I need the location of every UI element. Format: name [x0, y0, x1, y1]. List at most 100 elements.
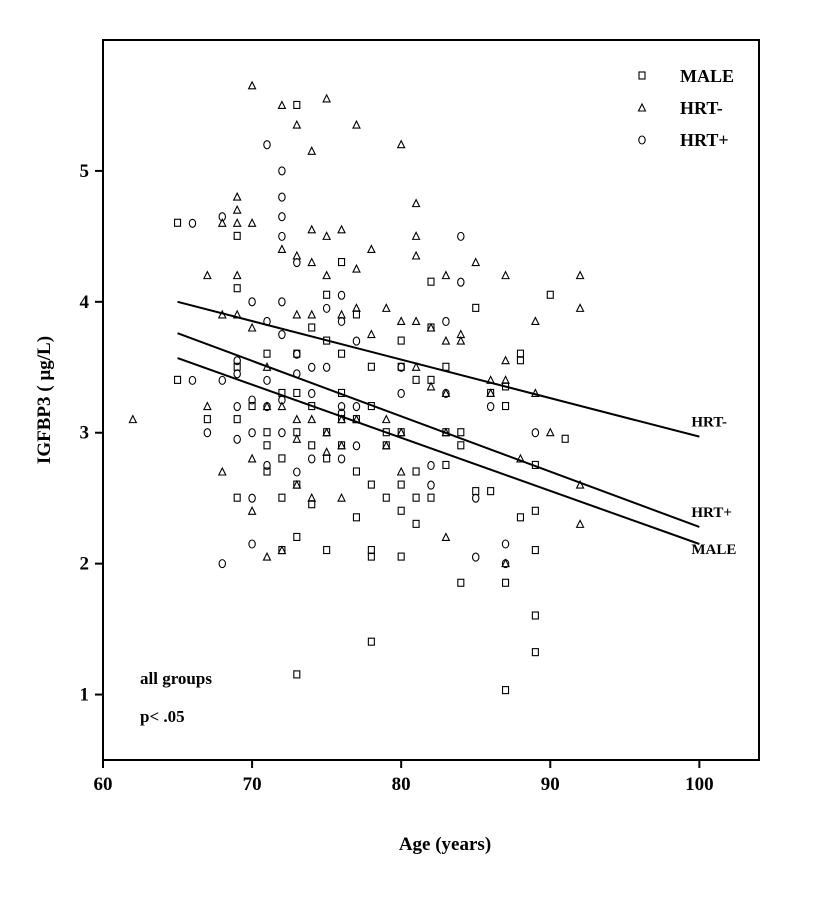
data-point-male	[457, 428, 465, 437]
data-point-male	[263, 428, 271, 437]
data-point-hrt	[471, 257, 481, 267]
data-point-hrt	[457, 277, 465, 287]
data-point-hrt	[441, 388, 451, 398]
data-point-hrt	[263, 401, 271, 412]
data-point-hrt	[277, 100, 287, 110]
data-point-male	[531, 648, 539, 657]
data-point-male	[233, 415, 241, 424]
data-point-male	[561, 434, 569, 443]
legend: MALE HRT- HRT+	[637, 66, 734, 150]
data-point-hrt	[263, 460, 271, 471]
data-point-male	[397, 336, 405, 345]
data-point-male	[397, 506, 405, 515]
data-point-hrt	[293, 349, 301, 359]
y-tick-label: 2	[80, 554, 90, 575]
data-point-hrt	[248, 428, 256, 438]
data-point-hrt	[531, 428, 540, 438]
data-point-hrt	[441, 532, 451, 542]
data-point-male	[337, 257, 346, 267]
data-point-hrt	[352, 303, 361, 312]
data-point-male	[308, 401, 316, 411]
annotation-all-groups: all groups	[140, 669, 212, 688]
data-point-hrt	[188, 218, 197, 228]
data-points	[128, 80, 585, 695]
annotation-p-value: p< .05	[140, 707, 185, 726]
regression-lines: HRT- HRT+ MALE	[177, 300, 736, 558]
data-point-hrt	[277, 401, 287, 411]
data-point-hrt	[337, 290, 346, 300]
data-point-male	[367, 401, 375, 411]
data-point-hrt	[278, 428, 286, 438]
axis-ticks: 60 70 80 90 100 1 2 3 4 5	[80, 161, 714, 795]
data-point-hrt	[337, 414, 346, 424]
data-point-male	[293, 100, 301, 110]
data-point-hrt	[307, 146, 317, 155]
data-point-hrt	[248, 395, 256, 405]
data-point-hrt	[352, 336, 361, 346]
data-point-hrt	[322, 362, 331, 372]
data-point-hrt	[426, 322, 436, 332]
data-point-male	[412, 519, 420, 528]
data-point-hrt	[441, 270, 451, 280]
legend-symbol	[637, 102, 647, 112]
data-point-hrt	[217, 218, 227, 227]
data-point-male	[323, 290, 331, 299]
data-point-male	[501, 578, 510, 587]
data-point-hrt	[262, 551, 272, 561]
data-point-male	[323, 545, 331, 555]
data-point-hrt	[530, 316, 540, 326]
data-point-male	[308, 441, 316, 450]
data-point-hrt	[307, 257, 317, 267]
data-point-hrt	[292, 119, 302, 129]
data-point-hrt	[248, 493, 256, 503]
data-point-hrt	[322, 270, 332, 280]
data-point-hrt	[233, 401, 241, 412]
data-point-hrt	[352, 119, 361, 129]
data-point-male	[382, 493, 390, 502]
data-point-hrt	[516, 453, 525, 463]
data-point-hrt	[396, 427, 406, 437]
data-point-hrt	[247, 80, 257, 90]
data-point-hrt	[247, 218, 257, 227]
data-point-hrt	[486, 375, 496, 384]
data-point-hrt	[352, 441, 361, 451]
data-point-hrt	[292, 309, 302, 319]
data-point-hrt	[486, 401, 495, 412]
x-tick-label: 100	[685, 774, 714, 795]
data-point-hrt	[218, 212, 227, 222]
data-point-hrt	[278, 212, 286, 222]
data-point-hrt	[277, 244, 287, 254]
data-point-hrt	[457, 231, 465, 241]
data-point-hrt	[441, 427, 451, 437]
data-point-male	[263, 441, 271, 450]
regression-line-male	[177, 357, 700, 545]
data-point-hrt	[307, 388, 316, 399]
data-point-hrt	[337, 440, 346, 450]
data-point-hrt	[218, 559, 227, 569]
data-point-hrt	[262, 362, 272, 371]
data-point-male	[173, 375, 182, 384]
data-point-hrt	[263, 375, 271, 385]
data-point-male	[412, 467, 420, 476]
regression-line-label: HRT+	[691, 505, 732, 521]
data-point-male	[233, 493, 241, 502]
y-tick-label: 5	[80, 161, 90, 182]
data-point-male	[352, 310, 361, 319]
regression-line-hrt	[177, 300, 700, 438]
data-point-hrt	[232, 204, 242, 214]
data-point-hrt	[203, 428, 212, 438]
data-point-hrt	[307, 454, 316, 464]
data-point-male	[308, 500, 316, 509]
data-point-hrt	[322, 447, 332, 456]
data-point-hrt	[292, 250, 302, 260]
data-point-male	[412, 375, 420, 384]
data-point-hrt	[337, 454, 346, 464]
data-point-hrt	[278, 231, 286, 241]
data-point-hrt	[501, 375, 510, 384]
y-tick-label: 4	[80, 292, 90, 313]
data-point-hrt	[337, 309, 346, 319]
data-point-male	[412, 493, 420, 502]
data-point-hrt	[322, 93, 332, 103]
data-point-male	[427, 493, 435, 502]
data-point-hrt	[352, 263, 361, 273]
